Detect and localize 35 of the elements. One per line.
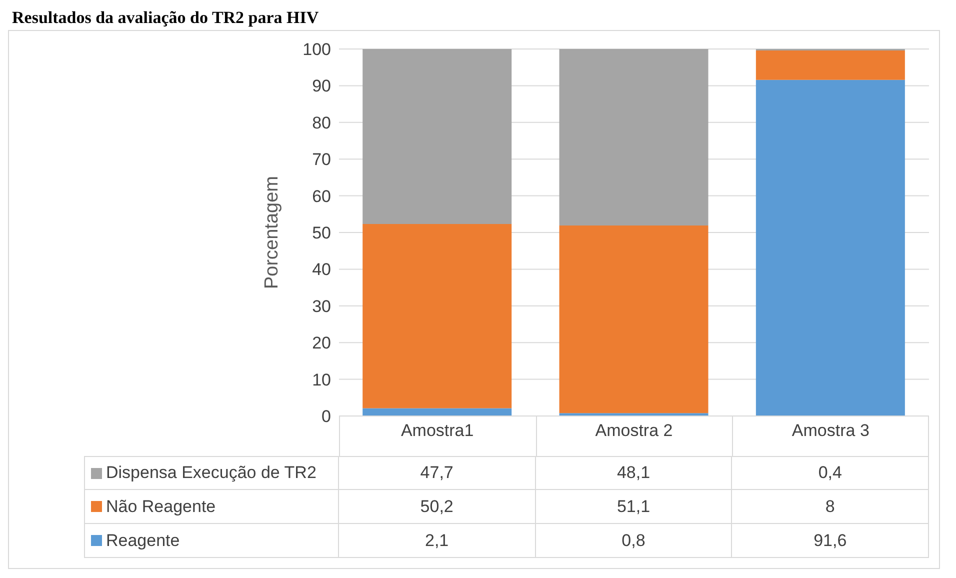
bar [559,49,708,226]
data-label: 0,4 [732,456,929,490]
legend-label: Reagente [106,530,180,550]
legend-label: Não Reagente [106,496,216,516]
y-tick-label: 60 [312,186,331,206]
x-tick-label: Amostra1 [400,421,474,440]
bar [362,224,512,408]
data-label: 50,2 [339,490,536,524]
bar [559,226,708,414]
y-tick-label: 100 [302,40,331,60]
y-tick-label: 40 [312,260,331,280]
bar [756,50,905,80]
x-tick-label: Amostra 3 [792,421,870,440]
data-label: 48,1 [536,456,732,490]
bar [362,408,512,416]
y-axis-title: Porcentagem [262,176,283,290]
data-label: 47,7 [339,456,536,490]
y-tick-label: 90 [312,76,331,96]
data-label: 51,1 [536,490,732,524]
y-tick-label: 50 [312,224,331,243]
y-tick-label: 30 [312,296,331,316]
y-tick-label: 70 [312,150,331,170]
bar [362,49,512,224]
y-tick-label: 0 [322,407,331,426]
text: Resultados da avaliação do TR2 para HIV [11,8,320,29]
bar [756,80,905,416]
data-label: 8 [732,490,929,524]
data-label: 2,1 [339,524,536,558]
data-label: 91,6 [732,524,929,558]
legend-label: Dispensa Execução de TR2 [106,463,316,483]
y-tick-label: 10 [312,370,331,390]
y-tick-label: 20 [312,334,331,353]
y-tick-label: 80 [312,113,331,132]
data-label: 0,8 [536,524,732,558]
x-tick-label: Amostra 2 [595,421,673,440]
